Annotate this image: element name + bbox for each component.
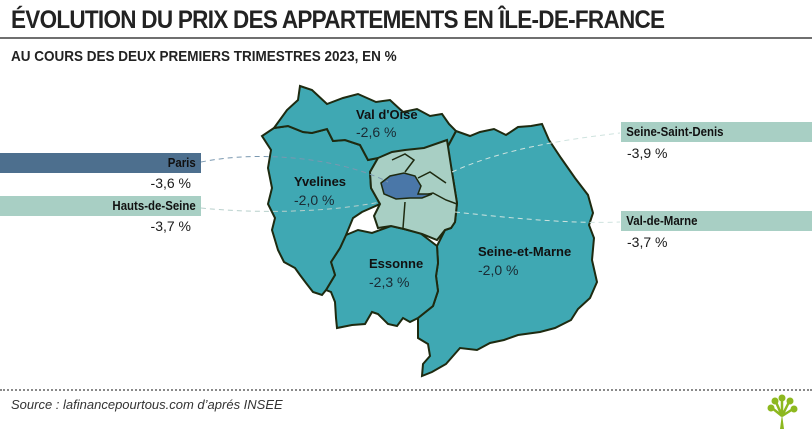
value-val-d-oise: -2,6 %	[356, 124, 396, 140]
label-essonne: Essonne	[369, 256, 423, 271]
source-note: Source : lafinancepourtous.com d’aprés I…	[11, 397, 283, 412]
callout-seine-saint-denis-value: -3,9 %	[627, 145, 668, 161]
callout-paris-value: -3,6 %	[150, 175, 191, 191]
leader-val-de-marne	[454, 211, 621, 223]
page-subtitle: AU COURS DES DEUX PREMIERS TRIMESTRES 20…	[11, 48, 397, 65]
callout-val-de-marne-value: -3,7 %	[627, 234, 668, 250]
value-seine-et-marne: -2,0 %	[478, 262, 518, 278]
region-paris[interactable]	[380, 172, 433, 200]
value-essonne: -2,3 %	[369, 274, 409, 290]
callout-val-de-marne: Val-de-Marne	[621, 211, 812, 231]
callout-seine-saint-denis: Seine-Saint-Denis	[621, 122, 812, 142]
callout-hauts-de-seine: Hauts-de-Seine	[0, 196, 201, 216]
callout-seine-saint-denis-name: Seine-Saint-Denis	[626, 124, 724, 139]
value-yvelines: -2,0 %	[294, 192, 334, 208]
callout-paris: Paris	[0, 153, 201, 173]
page-title: ÉVOLUTION DU PRIX DES APPARTEMENTS EN ÎL…	[11, 6, 665, 34]
label-val-d-oise: Val d'Oise	[356, 107, 418, 122]
title-divider	[0, 37, 812, 39]
footer-divider	[0, 389, 812, 391]
leader-seine-saint-denis	[451, 132, 621, 173]
callout-val-de-marne-name: Val-de-Marne	[626, 213, 698, 228]
region-val-d-oise[interactable]	[271, 84, 458, 162]
border-hauts-de-seine	[391, 153, 416, 229]
label-seine-et-marne: Seine-et-Marne	[478, 244, 571, 259]
tree-icon	[767, 394, 798, 429]
border-seine-saint-denis	[417, 171, 447, 184]
callout-hauts-de-seine-value: -3,7 %	[150, 218, 191, 234]
callout-paris-name: Paris	[167, 155, 196, 170]
leader-hauts-de-seine	[200, 201, 381, 212]
callout-hauts-de-seine-name: Hauts-de-Seine	[112, 198, 196, 213]
leader-paris	[200, 156, 389, 183]
label-yvelines: Yvelines	[294, 174, 346, 189]
